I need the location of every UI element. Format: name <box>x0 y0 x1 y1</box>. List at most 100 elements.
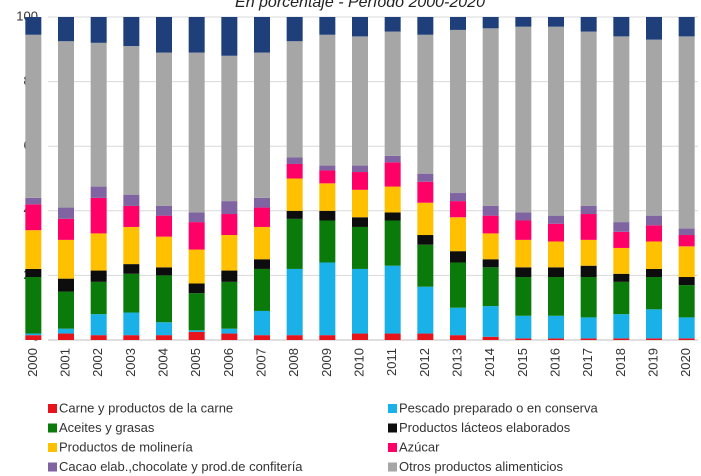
bar-segment <box>286 335 303 340</box>
bar-segment <box>613 36 630 223</box>
bar-segment <box>25 230 42 269</box>
bar-segment <box>221 270 238 282</box>
bar-segment <box>221 333 238 340</box>
bar-segment <box>450 201 466 218</box>
bar-segment <box>646 309 662 339</box>
bar-segment <box>384 162 401 187</box>
bar-segment <box>25 204 42 231</box>
bar-segment <box>417 17 434 35</box>
bar-segment <box>613 338 630 340</box>
bar-segment <box>319 170 336 184</box>
bar-segment <box>188 52 205 213</box>
x-tick-label: 2007 <box>253 348 268 377</box>
bar-segment <box>123 205 140 227</box>
x-tick-label: 2009 <box>319 348 334 377</box>
bar-segment <box>319 220 336 263</box>
bar-segment <box>515 17 532 27</box>
bar-segment <box>90 314 107 336</box>
bar-segment <box>58 328 74 334</box>
bar-segment <box>221 235 238 271</box>
bar-segment <box>548 17 564 27</box>
bar-segment <box>515 220 532 240</box>
bar-segment <box>613 273 630 282</box>
bar-segment <box>188 293 205 331</box>
bar-segment <box>352 17 368 37</box>
bar-segment <box>678 228 695 236</box>
bar-segment <box>515 212 532 221</box>
bar-segment <box>548 277 564 316</box>
bar-segment <box>352 36 368 166</box>
bar-segment <box>515 338 532 340</box>
x-tick-label: 2017 <box>580 348 595 377</box>
bar-segment <box>613 314 630 339</box>
bar-segment <box>613 222 630 232</box>
bar-segment <box>384 31 401 156</box>
bar-segment <box>254 310 270 336</box>
x-tick-label: 2018 <box>613 348 628 377</box>
bar-segment <box>417 173 434 182</box>
bar-segment <box>319 183 336 211</box>
bar-segment <box>286 178 303 211</box>
bar-segment <box>254 268 270 311</box>
x-tick-label: 2003 <box>123 348 138 377</box>
bar-segment <box>90 197 107 234</box>
x-tick-label: 2013 <box>449 348 464 377</box>
bar-segment <box>319 335 336 340</box>
legend-label: Productos de molinería <box>59 439 193 454</box>
bar-segment <box>352 217 368 227</box>
bar-segment <box>123 335 140 340</box>
bar-segment <box>613 247 630 274</box>
bar-segment <box>384 212 401 221</box>
bar-segment <box>678 317 695 339</box>
bar-segment <box>188 222 205 250</box>
bar-segment <box>646 241 662 269</box>
bar-segment <box>384 265 401 334</box>
bar-segment <box>319 262 336 336</box>
bar-segment <box>646 225 662 242</box>
x-tick-label: 2004 <box>155 348 170 377</box>
bar-segment <box>678 235 695 247</box>
bar-segment <box>450 193 466 202</box>
bar-segment <box>515 239 532 268</box>
bar-segment <box>646 268 662 278</box>
bar-segment <box>580 31 597 206</box>
bar-segment <box>286 268 303 336</box>
bar-segment <box>58 207 74 219</box>
bar-segment <box>417 34 434 174</box>
bar-segment <box>482 205 499 216</box>
bar-segment <box>188 283 205 294</box>
bar-segment <box>221 214 238 236</box>
bar-segment <box>450 262 466 308</box>
x-tick-label: 2016 <box>547 348 562 377</box>
bar-segment <box>25 335 42 340</box>
x-tick-label: 2020 <box>678 348 693 377</box>
bar-segment <box>482 306 499 337</box>
x-tick-label: 2019 <box>645 348 660 377</box>
bar-segment <box>221 281 238 329</box>
bar-segment <box>286 218 303 269</box>
chart-title: En porcentaje - Período 2000-2020 <box>235 0 485 11</box>
x-tick-label: 2000 <box>25 348 40 377</box>
bar-segment <box>254 52 270 198</box>
legend-label: Otros productos alimenticios <box>399 459 564 474</box>
bar-segment <box>450 307 466 336</box>
x-tick-label: 2010 <box>351 348 366 377</box>
bar-segment <box>548 338 564 340</box>
bar-segment <box>90 270 107 282</box>
bar-segment <box>25 333 42 336</box>
bar-segment <box>156 52 172 206</box>
bar-segment <box>482 259 499 268</box>
bar-segment <box>450 251 466 263</box>
bar-segment <box>580 277 597 318</box>
bar-segment <box>580 317 597 339</box>
bar-segment <box>580 214 597 240</box>
bar-segment <box>58 239 74 279</box>
bar-segment <box>156 322 172 336</box>
x-tick-label: 2002 <box>90 348 105 377</box>
legend-swatch <box>388 443 397 452</box>
bar-segment <box>90 281 107 315</box>
bar-segment <box>58 218 74 240</box>
bar-segment <box>188 212 205 223</box>
bar-segment <box>646 277 662 310</box>
